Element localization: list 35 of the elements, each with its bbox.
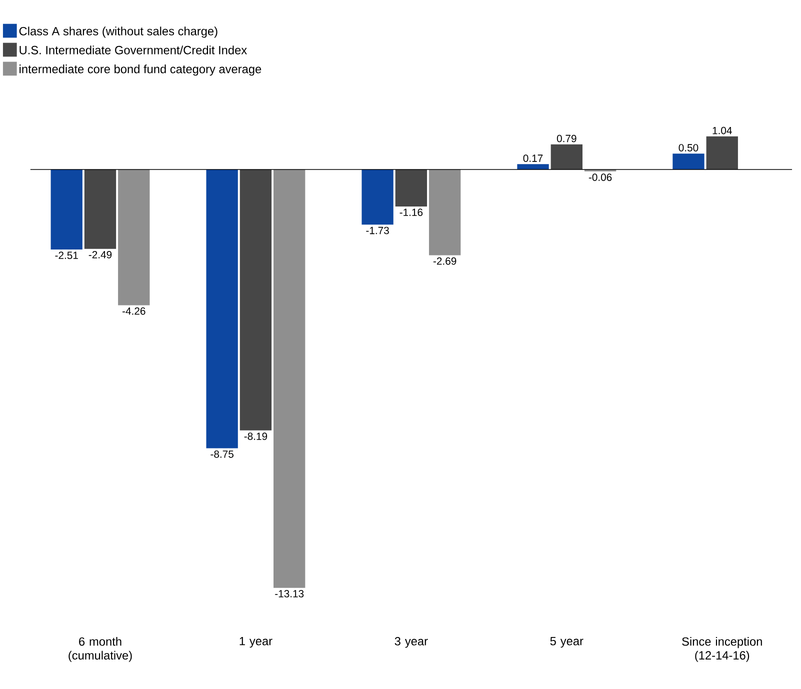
data-label: -1.16 xyxy=(400,208,423,216)
legend-label: intermediate core bond fund category average xyxy=(20,64,262,76)
bar xyxy=(50,170,82,250)
bar xyxy=(428,170,461,256)
bar xyxy=(84,170,116,250)
bar xyxy=(240,170,272,431)
bar xyxy=(395,170,428,207)
data-label: -2.69 xyxy=(433,258,456,265)
bar xyxy=(550,144,582,170)
data-label: 0.50 xyxy=(678,144,698,152)
legend-label: U.S. Intermediate Government/Credit Index xyxy=(20,46,247,55)
data-label: -0.06 xyxy=(588,174,612,182)
data-label: -1.73 xyxy=(366,227,389,234)
legend-label: Class A shares (without sales charge) xyxy=(19,26,218,38)
data-label: -2.51 xyxy=(55,252,78,260)
bar xyxy=(274,170,306,588)
bar xyxy=(206,170,238,448)
bar xyxy=(672,154,704,170)
bar xyxy=(517,164,549,170)
data-label: 0.79 xyxy=(556,135,576,142)
data-label: -13.13 xyxy=(275,590,304,598)
data-label: -4.26 xyxy=(122,308,146,315)
bar xyxy=(362,170,394,225)
x-tick-label: 5 year xyxy=(550,637,584,648)
x-tick-label: 6 month (cumulative) xyxy=(68,637,132,662)
bar xyxy=(118,170,150,306)
data-label: -8.19 xyxy=(244,432,268,440)
x-tick-label: 1 year xyxy=(240,637,272,648)
data-label: -8.75 xyxy=(210,450,234,458)
bar xyxy=(706,136,738,170)
data-label: 1.04 xyxy=(712,127,732,134)
x-tick-label: 3 year xyxy=(394,637,428,648)
data-label: 0.17 xyxy=(523,154,543,162)
data-label: -2.49 xyxy=(88,251,112,259)
x-tick-label: Since inception (12-14-16) xyxy=(682,637,762,662)
